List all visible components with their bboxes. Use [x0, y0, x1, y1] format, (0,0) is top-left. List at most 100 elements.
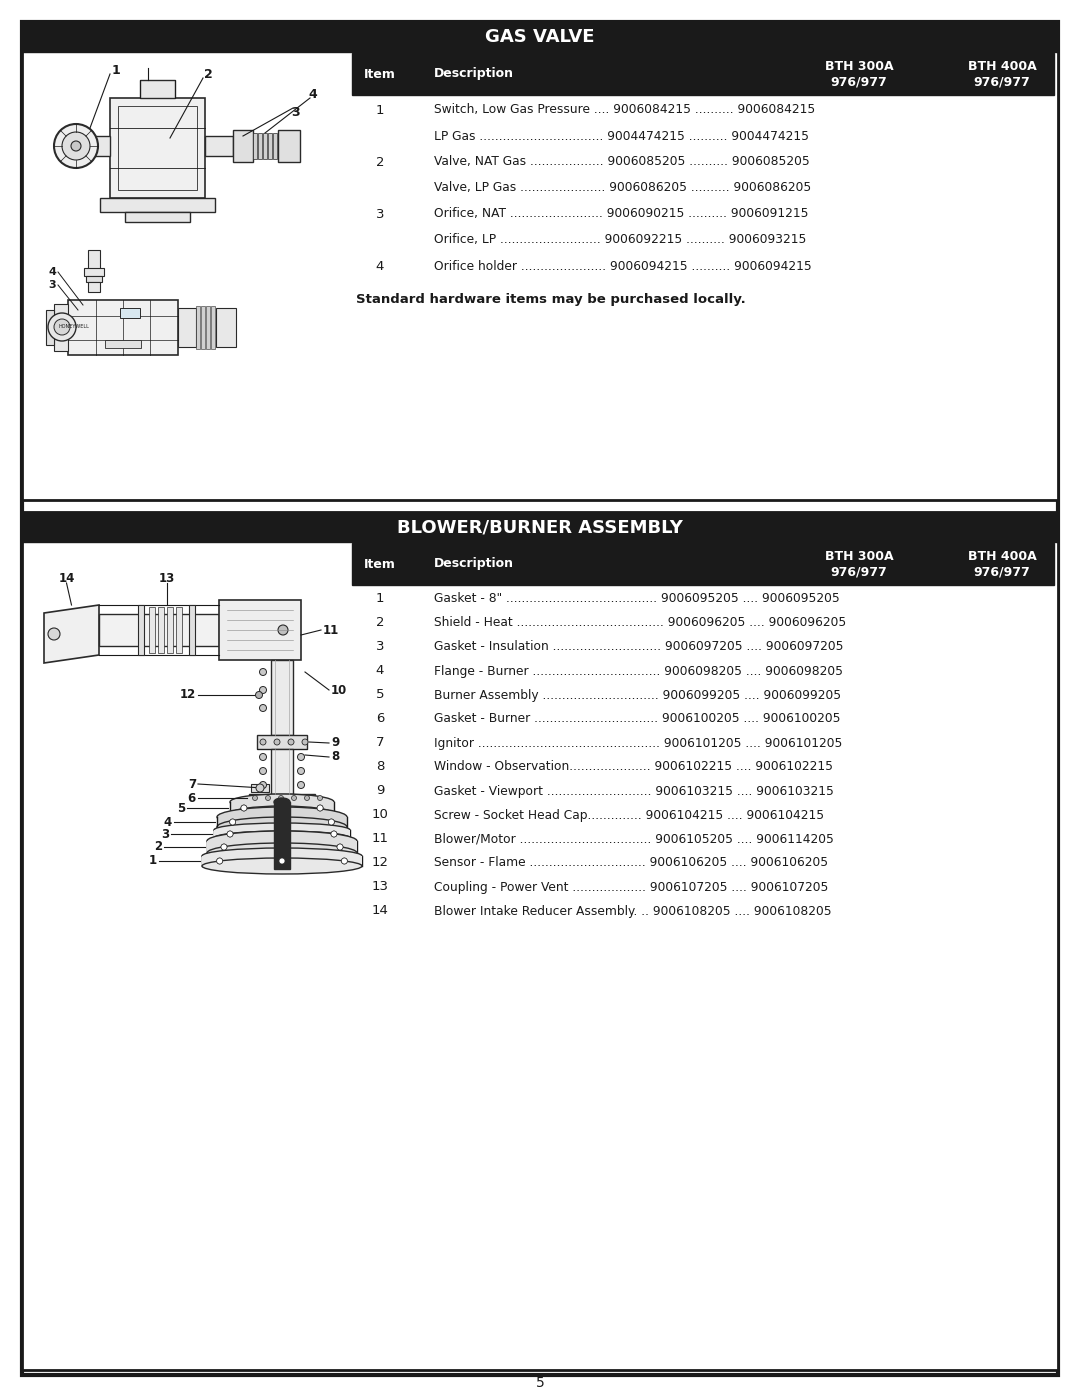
- Circle shape: [217, 858, 222, 863]
- Bar: [189, 605, 195, 655]
- Circle shape: [253, 795, 257, 800]
- Circle shape: [221, 844, 227, 849]
- Circle shape: [259, 704, 267, 711]
- Bar: [158, 608, 164, 652]
- Text: 3: 3: [161, 827, 168, 841]
- Bar: [274, 802, 291, 869]
- Bar: [352, 543, 1054, 585]
- Text: 6: 6: [188, 792, 195, 805]
- Text: Coupling - Power Vent ................... 9006107205 .... 9006107205: Coupling - Power Vent ..................…: [434, 880, 828, 894]
- Circle shape: [337, 844, 343, 849]
- Bar: [271, 659, 293, 735]
- Circle shape: [328, 819, 335, 826]
- Circle shape: [260, 739, 266, 745]
- Bar: [22, 22, 1058, 500]
- Text: 5: 5: [376, 689, 384, 701]
- Text: Valve, NAT Gas ................... 9006085205 .......... 9006085205: Valve, NAT Gas ................... 90060…: [434, 155, 810, 169]
- Bar: [120, 307, 140, 319]
- Text: 2: 2: [153, 841, 162, 854]
- Text: 14: 14: [58, 571, 75, 584]
- Bar: [176, 608, 183, 652]
- Ellipse shape: [214, 823, 350, 837]
- Circle shape: [259, 669, 267, 676]
- Bar: [207, 841, 357, 854]
- Text: Description: Description: [434, 557, 514, 570]
- Bar: [264, 133, 267, 159]
- Bar: [271, 749, 293, 793]
- Text: 11: 11: [372, 833, 389, 845]
- Circle shape: [48, 629, 60, 640]
- Bar: [230, 802, 334, 814]
- Text: Orifice holder ...................... 9006094215 .......... 9006094215: Orifice holder ...................... 90…: [434, 260, 812, 272]
- Circle shape: [71, 141, 81, 151]
- Text: Blower Intake Reducer Assembly. .. 9006108205 .... 9006108205: Blower Intake Reducer Assembly. .. 90061…: [434, 904, 832, 918]
- Circle shape: [256, 784, 264, 792]
- Circle shape: [259, 686, 267, 693]
- Text: 14: 14: [372, 904, 389, 918]
- Ellipse shape: [202, 848, 362, 863]
- Ellipse shape: [230, 793, 334, 810]
- Text: 12: 12: [372, 856, 389, 869]
- Circle shape: [297, 753, 305, 760]
- Bar: [205, 136, 233, 156]
- Circle shape: [292, 795, 297, 800]
- Ellipse shape: [274, 798, 291, 806]
- Circle shape: [318, 805, 323, 812]
- Bar: [202, 856, 362, 866]
- Bar: [258, 133, 262, 159]
- Bar: [125, 212, 190, 222]
- Polygon shape: [44, 605, 99, 664]
- Circle shape: [274, 739, 280, 745]
- Bar: [278, 130, 300, 162]
- Circle shape: [337, 844, 343, 849]
- Circle shape: [259, 767, 267, 774]
- Circle shape: [54, 124, 98, 168]
- Circle shape: [318, 805, 323, 812]
- Text: 3: 3: [376, 640, 384, 654]
- Circle shape: [279, 831, 285, 837]
- Text: 1: 1: [149, 855, 157, 868]
- Bar: [86, 277, 102, 282]
- Text: Shield - Heat ...................................... 9006096205 .... 9006096205: Shield - Heat ..........................…: [434, 616, 847, 630]
- Ellipse shape: [214, 831, 350, 845]
- Bar: [216, 307, 237, 346]
- Text: GAS VALVE: GAS VALVE: [485, 28, 595, 46]
- Text: 8: 8: [376, 760, 384, 774]
- Text: BTH 400A
976/977: BTH 400A 976/977: [968, 60, 1037, 88]
- Text: 1: 1: [111, 63, 120, 77]
- Bar: [140, 80, 175, 98]
- Bar: [110, 98, 205, 198]
- Text: 4: 4: [164, 816, 172, 828]
- Circle shape: [297, 781, 305, 788]
- Text: 11: 11: [323, 623, 339, 637]
- Bar: [167, 608, 173, 652]
- Circle shape: [279, 844, 285, 849]
- Text: 7: 7: [376, 736, 384, 750]
- Circle shape: [256, 692, 262, 698]
- Text: 5: 5: [536, 1376, 544, 1390]
- Circle shape: [330, 831, 337, 837]
- Circle shape: [279, 831, 285, 837]
- Text: 7: 7: [188, 778, 195, 791]
- Bar: [80, 136, 110, 156]
- Text: 4: 4: [49, 267, 56, 277]
- Bar: [211, 306, 215, 349]
- Circle shape: [227, 831, 233, 837]
- Ellipse shape: [207, 831, 357, 851]
- Text: BTH 300A
976/977: BTH 300A 976/977: [825, 549, 893, 578]
- Text: Screw - Socket Head Cap.............. 9006104215 .... 9006104215: Screw - Socket Head Cap.............. 90…: [434, 809, 824, 821]
- Circle shape: [279, 805, 285, 812]
- Bar: [68, 300, 178, 355]
- Text: 2: 2: [204, 67, 213, 81]
- Bar: [54, 305, 68, 351]
- Text: Gasket - Insulation ............................ 9006097205 .... 9006097205: Gasket - Insulation ....................…: [434, 640, 843, 654]
- Circle shape: [341, 858, 348, 863]
- Text: 1: 1: [376, 103, 384, 116]
- Text: 13: 13: [159, 571, 175, 584]
- Bar: [233, 130, 253, 162]
- Circle shape: [227, 831, 233, 837]
- Circle shape: [266, 795, 270, 800]
- Circle shape: [217, 858, 222, 863]
- Text: 12: 12: [179, 689, 195, 701]
- Text: 8: 8: [330, 750, 339, 764]
